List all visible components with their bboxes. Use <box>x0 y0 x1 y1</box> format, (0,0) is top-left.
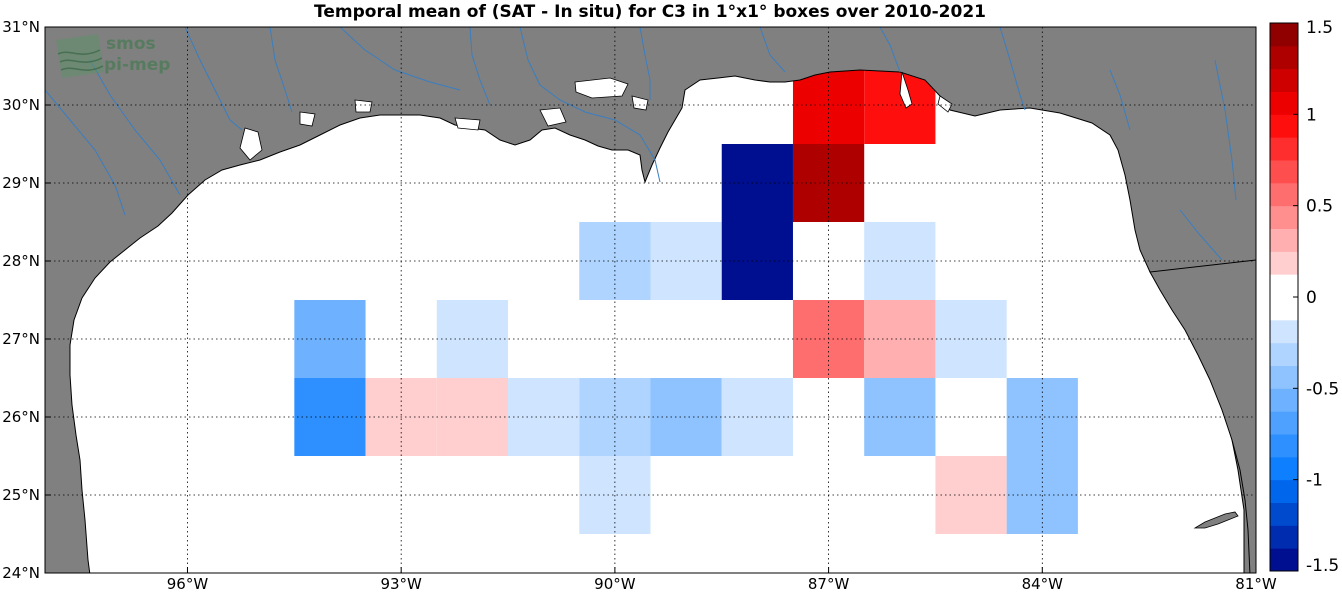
colorbar-step <box>1270 411 1298 435</box>
colorbar-step <box>1270 114 1298 138</box>
heatmap-cell <box>864 222 936 300</box>
y-tick-label: 26°N <box>2 408 40 426</box>
colorbar-step <box>1270 251 1298 275</box>
river-mississippi <box>519 27 661 183</box>
colorbar-tick-label: -0.5 <box>1306 379 1339 399</box>
gridlines <box>45 27 1256 573</box>
logo-line1: smos <box>106 34 156 54</box>
colorbar-step <box>1270 228 1298 252</box>
colorbar-step <box>1270 502 1298 526</box>
rivers-layer <box>45 27 1237 261</box>
river-trinity <box>184 27 243 131</box>
colorbar-step <box>1270 91 1298 115</box>
river-pearl <box>639 27 651 100</box>
colorbar-tick-label: 0.5 <box>1306 197 1333 217</box>
colorbar-step <box>1270 23 1298 47</box>
land-florida <box>1149 27 1256 573</box>
river-colorado-tx <box>45 89 126 216</box>
colorbar-step <box>1270 68 1298 92</box>
colorbar-tick-label: -1.5 <box>1306 556 1339 576</box>
colorbar-step <box>1270 182 1298 207</box>
y-tick-label: 27°N <box>2 330 40 348</box>
river-pascagoula <box>759 27 786 73</box>
heatmap-cell <box>579 378 651 456</box>
colorbar-step <box>1270 365 1298 389</box>
river-red <box>339 27 461 91</box>
bay-lake-borgne <box>631 95 649 111</box>
heatmap-cell <box>436 300 509 378</box>
bay-vermilion <box>354 99 373 113</box>
x-axis-ticks: 96°W 93°W 90°W 87°W 84°W 81°W <box>167 567 1277 592</box>
y-tick-label: 30°N <box>2 96 40 114</box>
heatmap-cell <box>864 300 936 378</box>
river-sabine <box>269 27 293 113</box>
bays-layer <box>239 71 953 161</box>
land-mainland <box>45 27 1256 573</box>
colorbar-ticks: 1.5 1 0.5 0 -0.5 -1 -1.5 <box>1293 18 1339 576</box>
colorbar-step <box>1270 137 1298 161</box>
logo-wave-lines <box>57 49 104 71</box>
smos-pimep-logo: smos pi-mep <box>56 34 170 78</box>
river-brazos <box>89 59 181 196</box>
colorbar-steps <box>1270 23 1298 572</box>
colorbar-step <box>1270 45 1298 70</box>
land-florida-keys <box>1193 511 1239 529</box>
x-tick-label: 81°W <box>1235 575 1277 592</box>
heatmap-cell <box>1006 378 1078 456</box>
colorbar-step <box>1270 205 1298 229</box>
colorbar-step <box>1270 342 1298 366</box>
y-tick-label: 24°N <box>2 564 40 582</box>
y-tick-label: 28°N <box>2 252 40 270</box>
colorbar-step <box>1270 456 1298 481</box>
river-atchafalaya <box>469 27 491 106</box>
river-st-johns <box>1214 59 1237 201</box>
y-tick-label: 25°N <box>2 486 40 504</box>
x-tick-label: 93°W <box>380 575 422 592</box>
colorbar-step <box>1270 548 1298 572</box>
colorbar-step <box>1270 319 1298 344</box>
bay-pensacola <box>937 95 953 113</box>
bay-terrebonne <box>454 117 481 131</box>
logo-line2: pi-mep <box>104 55 170 75</box>
heatmap-cell <box>436 378 509 456</box>
bay-lake-charles <box>299 111 316 127</box>
colorbar-step <box>1270 525 1298 549</box>
river-florida-interior <box>1179 209 1223 261</box>
colorbar-tick-label: 0 <box>1306 288 1317 308</box>
x-tick-label: 90°W <box>594 575 636 592</box>
y-tick-label: 31°N <box>2 18 40 36</box>
colorbar: 1.5 1 0.5 0 -0.5 -1 -1.5 <box>1269 18 1339 576</box>
y-tick-label: 29°N <box>2 174 40 192</box>
bay-mobile <box>899 71 913 109</box>
colorbar-step <box>1270 479 1298 503</box>
bay-barataria <box>539 107 567 127</box>
colorbar-tick-label: 1.5 <box>1306 18 1333 38</box>
colorbar-step <box>1270 274 1298 298</box>
land-layer <box>45 27 1256 573</box>
river-chattahoochee <box>999 27 1026 111</box>
figure-title: Temporal mean of (SAT - In situ) for C3 … <box>314 2 986 22</box>
heatmap-cell <box>864 378 936 456</box>
river-tombigbee <box>879 27 901 73</box>
river-suwannee <box>1109 69 1131 131</box>
colorbar-step <box>1270 434 1298 458</box>
bay-galveston <box>239 127 263 161</box>
x-tick-label: 96°W <box>167 575 209 592</box>
colorbar-step <box>1270 388 1298 412</box>
bay-lake-pontchartrain <box>574 77 629 99</box>
colorbar-tick-label: -1 <box>1306 471 1323 491</box>
plot-frame <box>44 26 1257 574</box>
x-tick-label: 84°W <box>1022 575 1064 592</box>
colorbar-step <box>1270 160 1298 184</box>
x-tick-label: 87°W <box>808 575 850 592</box>
colorbar-tick-label: 1 <box>1306 105 1317 125</box>
logo-wave-icon <box>56 34 104 78</box>
y-axis-ticks: 24°N 25°N 26°N 27°N 28°N 29°N 30°N 31°N <box>2 18 51 582</box>
colorbar-step <box>1270 297 1298 321</box>
